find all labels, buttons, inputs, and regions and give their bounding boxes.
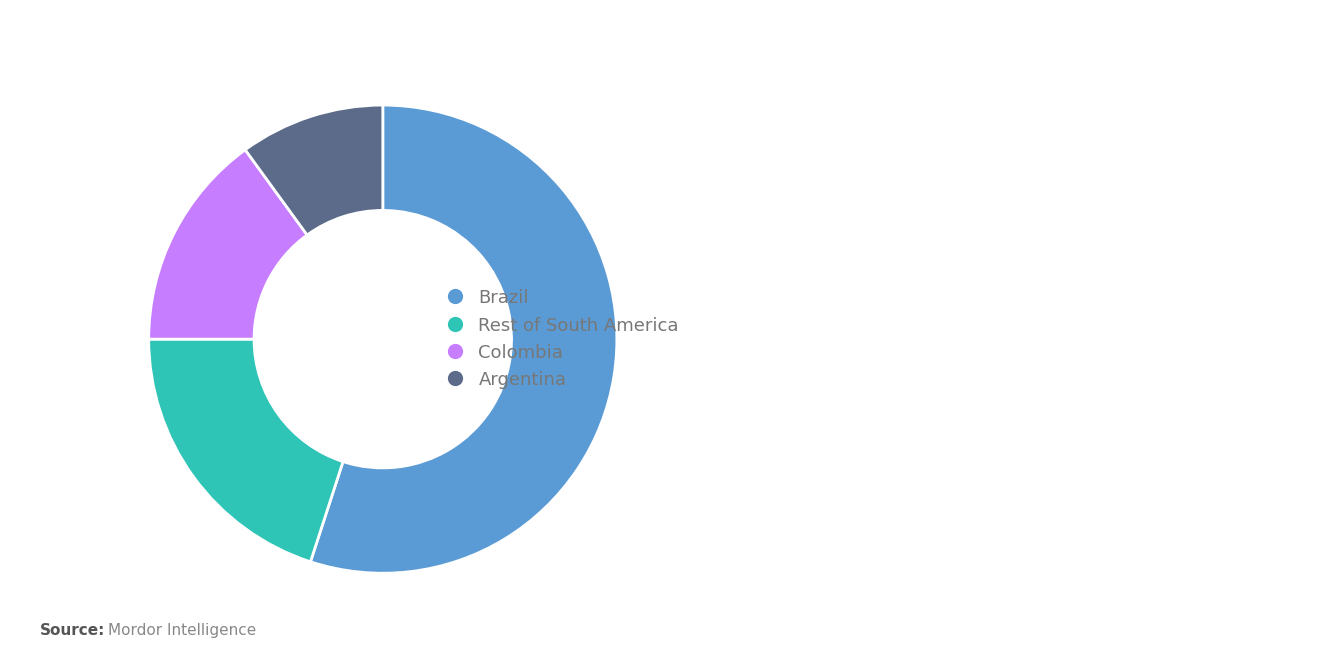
- Wedge shape: [310, 105, 616, 573]
- Text: Source:: Source:: [40, 623, 106, 638]
- Text: Mordor Intelligence: Mordor Intelligence: [108, 623, 256, 638]
- Legend: Brazil, Rest of South America, Colombia, Argentina: Brazil, Rest of South America, Colombia,…: [438, 282, 686, 396]
- Wedge shape: [149, 339, 343, 562]
- Wedge shape: [149, 150, 308, 339]
- Wedge shape: [246, 105, 383, 235]
